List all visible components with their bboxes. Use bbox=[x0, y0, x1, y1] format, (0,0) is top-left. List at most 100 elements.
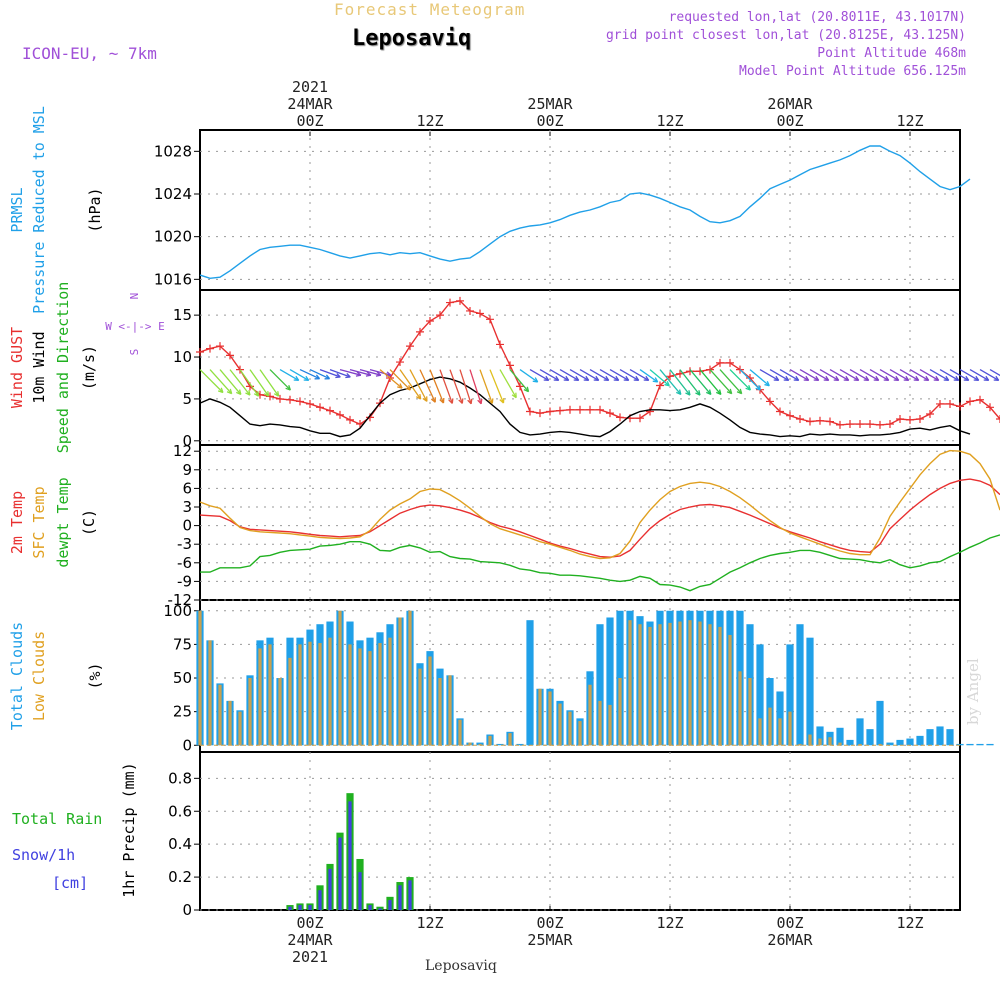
bar-low-clouds bbox=[308, 641, 312, 746]
bar-low-clouds bbox=[408, 610, 412, 746]
wind-arrow-head bbox=[863, 375, 870, 382]
side-label: (C) bbox=[80, 509, 98, 536]
gust-marker bbox=[816, 416, 824, 425]
wind-arrow-head bbox=[873, 375, 880, 382]
wind-arrow bbox=[589, 369, 610, 381]
bar-low-clouds bbox=[648, 626, 652, 746]
gust-marker bbox=[826, 417, 834, 426]
wind-arrow bbox=[549, 369, 570, 381]
wind-arrow bbox=[289, 369, 310, 381]
wind-arrow-head bbox=[226, 388, 233, 395]
gust-marker bbox=[306, 399, 314, 408]
side-label: PRMSL bbox=[8, 187, 26, 232]
gust-marker bbox=[596, 405, 604, 414]
series-line-2m-temp bbox=[199, 478, 1000, 558]
wind-arrow bbox=[819, 369, 840, 381]
gust-marker bbox=[296, 397, 304, 406]
gust-marker bbox=[796, 415, 804, 424]
gust-marker bbox=[416, 327, 424, 336]
gust-marker bbox=[936, 399, 944, 408]
wind-arrow-head bbox=[499, 397, 505, 404]
gust-marker bbox=[776, 407, 784, 416]
bar-low-clouds bbox=[768, 707, 772, 746]
bar-total-clouds bbox=[866, 729, 874, 746]
gust-marker bbox=[436, 311, 444, 320]
bar-low-clouds bbox=[298, 644, 302, 746]
gust-marker bbox=[536, 409, 544, 418]
wind-arrow-head bbox=[488, 398, 494, 404]
wind-arrow bbox=[239, 369, 260, 397]
bar-total-clouds bbox=[516, 743, 524, 746]
bar-total-clouds bbox=[786, 644, 794, 746]
wind-arrow bbox=[459, 369, 472, 405]
bar-low-clouds bbox=[248, 678, 252, 746]
series-line-pressure bbox=[199, 145, 971, 280]
wind-arrow-head bbox=[933, 375, 940, 382]
y-tick-label: 25 bbox=[173, 703, 192, 721]
series-line-dewpt-temp bbox=[200, 534, 1000, 592]
wind-arrow bbox=[449, 369, 463, 404]
wind-arrow-head bbox=[745, 385, 751, 391]
gust-marker bbox=[846, 420, 854, 429]
bottom-time-label: 00Z bbox=[536, 914, 563, 932]
y-tick-label: 0.2 bbox=[168, 868, 192, 886]
gust-marker bbox=[396, 358, 404, 367]
bar-low-clouds bbox=[748, 678, 752, 746]
bar-snow-1h bbox=[388, 900, 392, 910]
wind-arrow-head bbox=[235, 389, 242, 396]
wind-arrow bbox=[309, 369, 330, 380]
bar-total-clouds bbox=[966, 743, 974, 746]
top-time-label: 00Z bbox=[536, 112, 563, 130]
y-tick-label: 50 bbox=[173, 669, 192, 687]
bar-low-clouds bbox=[588, 684, 592, 746]
bar-low-clouds bbox=[788, 711, 792, 746]
bar-low-clouds bbox=[728, 634, 732, 746]
wind-arrow-head bbox=[245, 390, 251, 396]
wind-arrow-head bbox=[773, 375, 780, 382]
bar-total-clouds bbox=[596, 624, 604, 746]
wind-arrow-head bbox=[685, 390, 691, 396]
side-label-precip: 1hr Precip (mm) bbox=[120, 762, 138, 897]
wind-arrow-head bbox=[993, 375, 1000, 382]
y-tick-label: 0 bbox=[182, 901, 192, 919]
bar-low-clouds bbox=[468, 742, 472, 746]
wind-arrow-head bbox=[803, 375, 810, 382]
compass-north: N bbox=[128, 293, 141, 300]
wind-arrow bbox=[619, 369, 640, 381]
gust-marker bbox=[656, 381, 664, 390]
bar-low-clouds bbox=[688, 620, 692, 746]
wind-arrow bbox=[579, 369, 600, 381]
wind-arrow bbox=[339, 368, 362, 376]
gust-marker bbox=[206, 344, 214, 353]
bar-low-clouds bbox=[828, 737, 832, 746]
gust-marker bbox=[496, 340, 504, 349]
bar-total-clouds bbox=[876, 700, 884, 746]
wind-arrow-head bbox=[563, 375, 570, 382]
wind-arrow-head bbox=[755, 385, 761, 391]
wind-arrow-head bbox=[314, 374, 321, 380]
wind-arrow bbox=[409, 369, 428, 402]
gust-marker bbox=[556, 406, 564, 415]
wind-arrow bbox=[829, 369, 850, 381]
gust-marker bbox=[616, 413, 624, 422]
wind-arrow bbox=[699, 369, 722, 395]
y-tick-label: 0.8 bbox=[168, 769, 192, 787]
compass-west-east: W <-|-> E bbox=[105, 320, 165, 333]
wind-arrow-head bbox=[253, 391, 260, 397]
wind-arrow bbox=[749, 369, 770, 387]
top-time-label: 12Z bbox=[416, 112, 443, 130]
wind-arrow bbox=[279, 369, 300, 381]
wind-arrow-head bbox=[458, 398, 464, 404]
gust-marker bbox=[696, 367, 704, 376]
bar-low-clouds bbox=[858, 743, 862, 746]
bar-low-clouds bbox=[348, 644, 352, 746]
bar-low-clouds bbox=[618, 678, 622, 746]
bar-low-clouds bbox=[438, 678, 442, 746]
wind-arrow-head bbox=[833, 375, 840, 382]
bar-low-clouds bbox=[668, 622, 672, 746]
wind-arrow-head bbox=[217, 387, 224, 394]
bar-total-clouds bbox=[816, 726, 824, 746]
side-label-total-rain: Total Rain bbox=[12, 810, 102, 828]
bar-total-clouds bbox=[886, 742, 894, 746]
bar-total-clouds bbox=[896, 739, 904, 746]
